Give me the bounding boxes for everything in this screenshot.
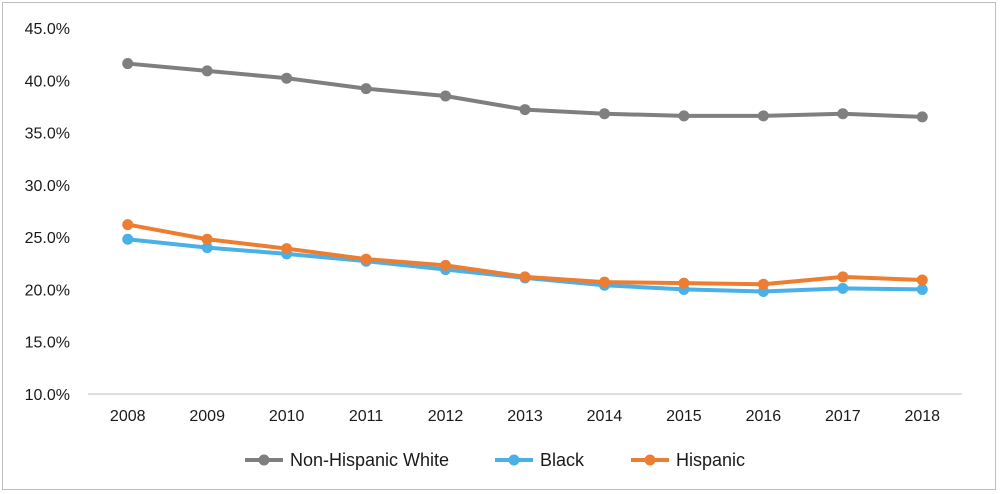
series-line (125, 237, 925, 294)
data-point (598, 108, 610, 120)
y-tick-label: 20.0% (25, 282, 70, 299)
data-point (678, 110, 690, 122)
data-point (837, 271, 849, 283)
data-point (757, 110, 769, 122)
legend-item: Hispanic (631, 450, 745, 470)
series-hispanic (122, 219, 928, 290)
legend-swatch-marker (508, 454, 520, 466)
x-tick-label: 2013 (507, 408, 543, 425)
x-tick-label: 2008 (110, 408, 146, 425)
legend-swatch-marker (258, 454, 270, 466)
data-point (440, 90, 452, 102)
x-tick-label: 2017 (825, 408, 861, 425)
data-point (916, 274, 928, 286)
x-tick-label: 2012 (428, 408, 464, 425)
data-point (837, 282, 849, 294)
legend-item: Black (495, 450, 585, 470)
data-point (360, 83, 372, 95)
x-tick-label: 2009 (189, 408, 225, 425)
data-point (916, 111, 928, 123)
data-point (360, 253, 372, 265)
data-point (440, 259, 452, 271)
series-non-hispanic-white (122, 58, 928, 123)
data-point (757, 278, 769, 290)
data-point (519, 104, 531, 116)
data-point (598, 276, 610, 288)
y-tick-label: 35.0% (25, 126, 70, 143)
data-point (201, 233, 213, 245)
data-point (201, 65, 213, 77)
data-point (678, 277, 690, 289)
legend-label: Non-Hispanic White (290, 450, 449, 470)
legend-label: Hispanic (676, 450, 745, 470)
y-tick-label: 40.0% (25, 73, 70, 90)
y-tick-label: 15.0% (25, 335, 70, 352)
x-tick-label: 2015 (666, 408, 702, 425)
x-tick-label: 2016 (746, 408, 782, 425)
legend-swatch-marker (644, 454, 656, 466)
data-point (201, 242, 213, 254)
x-tick-label: 2018 (904, 408, 940, 425)
legend-item: Non-Hispanic White (245, 450, 449, 470)
data-point (122, 58, 134, 70)
data-point (281, 243, 293, 255)
x-tick-label: 2010 (269, 408, 305, 425)
data-point (916, 283, 928, 295)
x-tick-label: 2011 (349, 408, 384, 425)
y-axis-ticks: 10.0% 15.0% 20.0% 25.0% 30.0% 35.0% 40.0% 45.0% (25, 21, 70, 404)
y-tick-label: 25.0% (25, 230, 70, 247)
x-tick-label: 2014 (587, 408, 623, 425)
legend-label: Black (540, 450, 585, 470)
y-tick-label: 10.0% (25, 387, 70, 404)
legend: Non-Hispanic White Black Hispanic (245, 450, 745, 470)
data-point (837, 108, 849, 120)
x-axis-ticks: 2008 2009 2010 2011 2012 2013 2014 2015 2016 2017… (110, 408, 940, 425)
y-tick-label: 30.0% (25, 178, 70, 195)
data-point (281, 72, 293, 84)
data-point (122, 219, 134, 231)
data-point (519, 271, 531, 283)
y-tick-label: 45.0% (25, 21, 70, 38)
data-point (122, 233, 134, 245)
series-layer (122, 58, 928, 298)
